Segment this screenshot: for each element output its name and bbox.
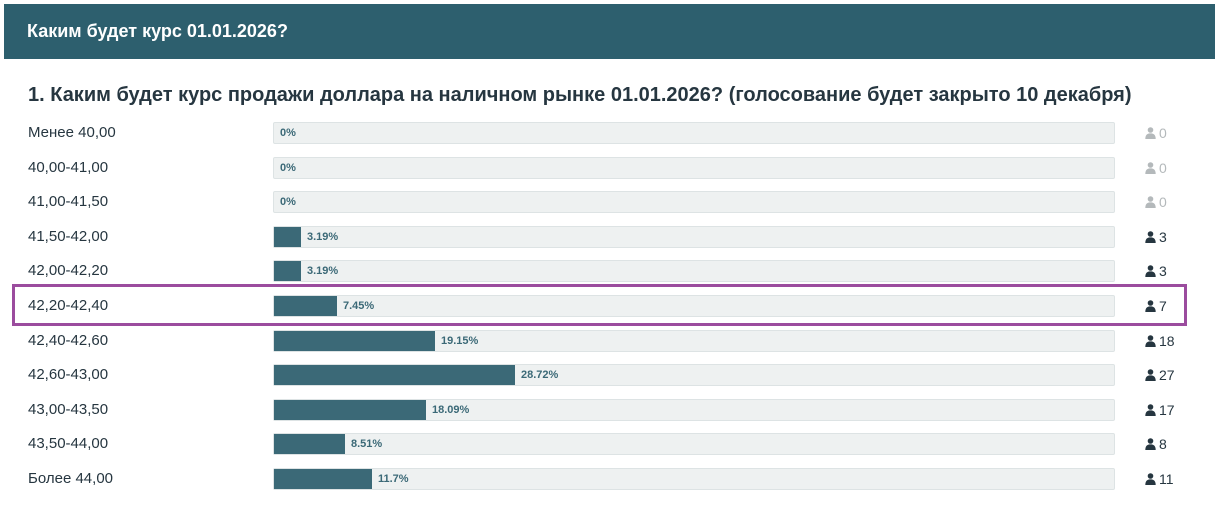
option-bar-track: 0% — [273, 191, 1115, 214]
option-bar-track: 7.45% — [273, 295, 1115, 317]
option-percent: 18.09% — [432, 403, 470, 416]
person-icon — [1145, 473, 1156, 485]
vote-count: 8 — [1145, 427, 1167, 461]
option-percent: 8.51% — [351, 438, 383, 451]
vote-count-value: 18 — [1159, 332, 1175, 349]
option-percent: 3.19% — [307, 230, 339, 243]
poll-option-row[interactable]: 42,00-42,20 3.19% 3 — [0, 254, 1215, 288]
vote-count: 27 — [1145, 358, 1175, 392]
vote-count-value: 8 — [1159, 436, 1167, 453]
vote-count-value: 27 — [1159, 367, 1175, 384]
vote-count: 17 — [1145, 393, 1175, 427]
option-bar-track: 3.19% — [273, 225, 1115, 248]
vote-count: 7 — [1145, 289, 1167, 323]
option-percent: 0% — [280, 127, 296, 139]
option-bar-track: 11.7% — [273, 468, 1115, 490]
vote-count: 0 — [1145, 185, 1167, 219]
selected-option-highlight — [12, 284, 1187, 326]
vote-count: 0 — [1145, 151, 1167, 185]
option-percent: 3.19% — [307, 265, 339, 278]
poll-option-row[interactable]: 41,00-41,50 0% 0 — [0, 185, 1215, 219]
poll-option-row[interactable]: 42,60-43,00 28.72% 27 — [0, 358, 1215, 392]
person-icon — [1145, 369, 1156, 382]
option-percent: 28.72% — [521, 369, 559, 382]
vote-count: 18 — [1145, 324, 1175, 358]
poll-option-row[interactable]: 43,50-44,00 8.51% 8 — [0, 427, 1215, 461]
option-percent: 19.15% — [441, 334, 479, 347]
poll-option-row[interactable]: 43,00-43,50 18.09% 17 — [0, 393, 1215, 427]
person-icon — [1145, 196, 1156, 209]
option-percent: 11.7% — [378, 473, 409, 485]
option-bar-track: 19.15% — [273, 329, 1115, 352]
option-bar-fill — [274, 434, 345, 455]
poll-option-row[interactable]: 40,00-41,00 0% 0 — [0, 151, 1215, 185]
vote-count-value: 0 — [1159, 159, 1167, 176]
question-title: 1. Каким будет курс продажи доллара на н… — [28, 84, 1132, 106]
person-icon — [1145, 230, 1156, 243]
option-bar-track: 28.72% — [273, 364, 1115, 387]
poll-option-row[interactable]: 42,40-42,60 19.15% 18 — [0, 324, 1215, 358]
poll-title: Каким будет курс 01.01.2026? — [27, 21, 288, 41]
option-label: 43,50-44,00 — [28, 435, 109, 453]
option-bar-track: 0% — [273, 156, 1115, 179]
option-label: 41,00-41,50 — [28, 193, 109, 211]
option-label: Более 44,00 — [28, 470, 113, 487]
option-bar-fill — [274, 226, 301, 247]
option-bar-track: 18.09% — [273, 398, 1115, 421]
option-label: 41,50-42,00 — [28, 227, 109, 245]
option-label: 43,00-43,50 — [28, 400, 109, 418]
vote-count: 3 — [1145, 254, 1167, 288]
option-label: Менее 40,00 — [28, 124, 116, 141]
option-percent: 7.45% — [343, 300, 375, 312]
person-icon — [1145, 127, 1156, 139]
option-bar-track: 8.51% — [273, 433, 1115, 456]
option-label: 42,00-42,20 — [28, 262, 109, 280]
poll-option-row[interactable]: Более 44,00 11.7% 11 — [0, 462, 1215, 496]
vote-count-value: 0 — [1159, 125, 1167, 141]
option-bar-fill — [274, 399, 426, 420]
person-icon — [1145, 265, 1156, 278]
vote-count-value: 3 — [1159, 263, 1167, 280]
option-label: 42,20-42,40 — [28, 297, 109, 314]
option-percent: 0% — [280, 196, 296, 209]
poll-header: Каким будет курс 01.01.2026? — [4, 4, 1215, 59]
option-bar-fill — [274, 469, 372, 489]
option-label: 42,60-43,00 — [28, 366, 109, 384]
poll-option-row[interactable]: Менее 40,00 0% 0 — [0, 116, 1215, 150]
vote-count: 0 — [1145, 116, 1167, 150]
vote-count-value: 17 — [1159, 401, 1175, 418]
option-bar-fill — [274, 261, 301, 282]
person-icon — [1145, 161, 1156, 174]
vote-count-value: 7 — [1159, 298, 1167, 314]
option-bar-fill — [274, 365, 515, 386]
poll-option-row[interactable]: 42,20-42,40 7.45% 7 — [0, 289, 1215, 323]
vote-count: 3 — [1145, 220, 1167, 254]
option-bar-track: 3.19% — [273, 260, 1115, 283]
option-bar-fill — [274, 296, 337, 316]
option-percent: 0% — [280, 161, 296, 174]
vote-count-value: 3 — [1159, 228, 1167, 245]
person-icon — [1145, 438, 1156, 451]
poll-option-row[interactable]: 41,50-42,00 3.19% 3 — [0, 220, 1215, 254]
person-icon — [1145, 403, 1156, 416]
person-icon — [1145, 334, 1156, 347]
person-icon — [1145, 300, 1156, 312]
option-bar-track: 0% — [273, 122, 1115, 144]
option-bar-fill — [274, 330, 435, 351]
vote-count: 11 — [1145, 462, 1174, 496]
option-label: 42,40-42,60 — [28, 331, 109, 349]
vote-count-value: 11 — [1159, 471, 1174, 487]
vote-count-value: 0 — [1159, 194, 1167, 211]
option-label: 40,00-41,00 — [28, 158, 109, 176]
